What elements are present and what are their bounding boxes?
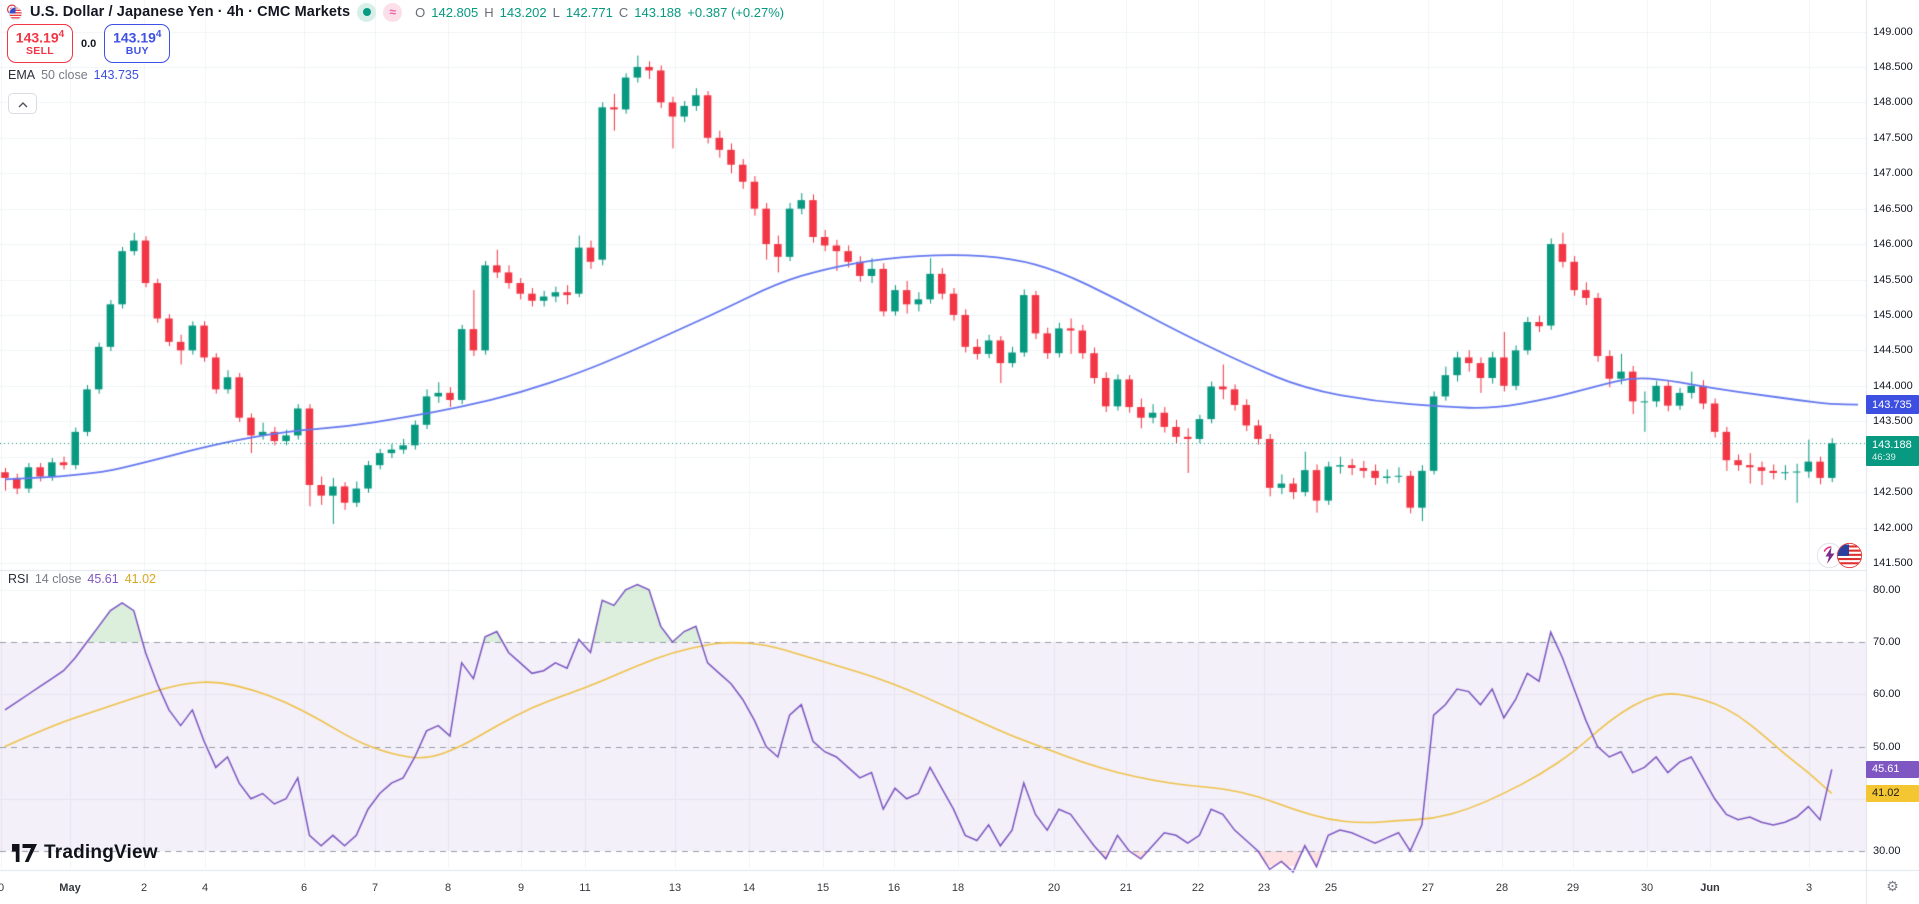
trade-widget: 143.194 SELL 0.0 143.194 BUY [7,24,171,63]
rsi-value-tag: 45.61 [1866,760,1919,778]
usd-flag-icon [1836,542,1863,569]
price-axis-label[interactable]: 142.500 [1873,486,1913,499]
time-axis-label[interactable]: 28 [1495,882,1509,894]
price-axis-label[interactable]: 145.500 [1873,273,1913,286]
time-axis-label[interactable]: 23 [1257,882,1271,894]
ohlc-key: L [552,4,560,20]
price-axis-label[interactable]: 143.500 [1873,415,1913,428]
time-axis-label[interactable]: 20 [1047,882,1061,894]
buy-button[interactable]: 143.194 BUY [104,24,171,63]
time-axis-label[interactable]: 21 [1119,882,1133,894]
spread-value: 0.0 [81,37,97,50]
rsi-legend-name: RSI [8,572,29,586]
time-axis-label[interactable]: 7 [371,882,379,894]
symbol-logos [1816,542,1864,570]
ohlc-value: 142.771 [565,4,613,20]
price-axis-label[interactable]: 144.000 [1873,379,1913,392]
time-axis-label[interactable]: 22 [1191,882,1205,894]
symbol-title[interactable]: U.S. Dollar / Japanese Yen · 4h · CMC Ma… [30,4,351,20]
price-axis-label[interactable]: 149.000 [1873,25,1913,38]
time-axis-label[interactable]: 3 [1805,882,1813,894]
price-axis-label[interactable]: 148.500 [1873,60,1913,73]
rsi-axis-label[interactable]: 80.00 [1873,583,1901,596]
time-axis-label[interactable]: 9 [517,882,525,894]
time-axis-label[interactable]: 11 [579,882,591,894]
cmc-markets-logo-icon [1816,542,1843,569]
rsi-legend-value: 45.61 [87,572,119,586]
ema-legend-value: 143.735 [93,68,139,82]
rsi-axis-label[interactable]: 50.00 [1873,740,1901,753]
price-axis-label[interactable]: 148.000 [1873,96,1913,109]
bar-countdown: 46:39 [1872,452,1896,464]
price-axis-label[interactable]: 146.500 [1873,202,1913,215]
ema-legend[interactable]: EMA 50 close 143.735 [8,68,139,82]
symbol-flag-icon [6,4,23,21]
price-axis-label[interactable]: 142.000 [1873,521,1913,534]
ohlc-key: H [484,4,494,20]
ohlc-value: 143.188 [634,4,682,20]
price-change: +0.387 (+0.27%) [687,4,785,20]
time-axis-label[interactable]: 4 [201,882,209,894]
time-axis-label[interactable]: 29 [1566,882,1580,894]
ema-price-tag: 143.735 [1866,395,1919,415]
time-axis-settings-gear-icon[interactable]: ⚙ [1886,878,1899,894]
time-axis-label[interactable]: 25 [1324,882,1338,894]
ema-legend-name: EMA [8,68,36,82]
last-price-tag: 143.188 46:39 [1866,436,1919,467]
tradingview-logo-text: TradingView [44,842,158,863]
time-axis-label[interactable]: 16 [887,882,901,894]
price-axis-label[interactable]: 141.500 [1873,556,1913,569]
price-axis-label[interactable]: 147.500 [1873,131,1913,144]
tradingview-logo-icon [12,844,37,862]
collapse-indicators-button[interactable] [8,93,37,114]
time-axis-label[interactable]: 18 [951,882,965,894]
price-axis-label[interactable]: 145.000 [1873,308,1913,321]
rsi-axis-label[interactable]: 30.00 [1873,845,1901,857]
rsi-ma-legend-value: 41.02 [124,572,156,586]
ohlc-key: O [415,4,426,20]
chevron-up-icon [18,95,28,113]
symbol-title-bar: U.S. Dollar / Japanese Yen · 4h · CMC Ma… [6,2,784,22]
rsi-legend[interactable]: RSI 14 close 45.61 41.02 [8,572,156,586]
time-axis-label[interactable]: 13 [668,882,682,894]
ohlc-key: C [618,4,629,20]
market-status-icon[interactable] [357,2,377,22]
time-axis-label[interactable]: 6 [300,882,308,894]
price-axis-label[interactable]: 144.500 [1873,344,1913,357]
rsi-axis-label[interactable]: 60.00 [1873,688,1901,701]
time-axis-label[interactable]: 14 [742,882,756,894]
time-axis-label[interactable]: 8 [444,882,452,894]
tradingview-watermark[interactable]: TradingView [12,842,158,864]
rsi-axis-label[interactable]: 70.00 [1873,636,1901,648]
time-axis-label[interactable]: 15 [816,882,830,894]
time-axis-label[interactable]: 0 [0,882,5,894]
ohlc-value: 143.202 [499,4,547,20]
rsi-ma-value-tag: 41.02 [1866,784,1919,802]
time-axis-label[interactable]: 30 [1640,882,1654,894]
ohlc-readout: O 142.805 H 143.202 L 142.771 C 143.188 +0.387 (… [415,5,784,20]
time-axis-label[interactable]: 27 [1421,882,1435,894]
ohlc-value: 142.805 [431,4,479,20]
price-axis-label[interactable]: 146.000 [1873,238,1913,251]
rsi-legend-params: 14 close [34,572,82,586]
time-axis-label[interactable]: May [59,882,81,894]
time-axis-label[interactable]: Jun [1700,882,1720,894]
ema-legend-params: 50 close [41,68,88,82]
sell-button[interactable]: 143.194 SELL [7,24,73,63]
approx-price-icon[interactable]: ≈ [383,2,403,22]
price-axis-label[interactable]: 147.000 [1873,167,1913,180]
time-axis-label[interactable]: 2 [140,882,148,894]
